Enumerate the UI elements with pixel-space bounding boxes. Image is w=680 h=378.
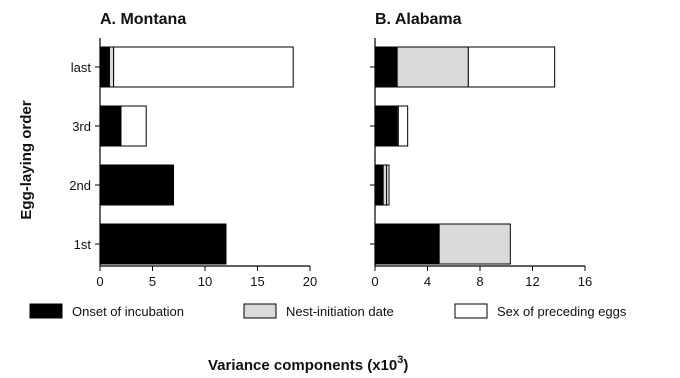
bar-alabama-1st-1	[374, 223, 440, 265]
x-tick-label-montana-10: 10	[198, 274, 212, 289]
category-label-3rd: 3rd	[72, 119, 91, 134]
bar-alabama-last-2	[396, 46, 469, 88]
x-tick-label-alabama-4: 4	[424, 274, 431, 289]
bar-alabama-2nd-2	[382, 164, 388, 206]
bar-alabama-1st-2	[438, 223, 511, 265]
x-axis-title-close: )	[403, 357, 408, 374]
bar-alabama-3rd-1	[374, 105, 398, 147]
x-axis-title-superscript: 3	[397, 354, 403, 366]
legend-swatch-nest	[243, 303, 277, 319]
x-axis-title: Variance components (x103)	[208, 354, 408, 374]
x-tick-label-alabama-16: 16	[578, 274, 592, 289]
bar-montana-3rd-3	[120, 105, 147, 147]
bar-montana-1st-1	[99, 223, 227, 265]
legend-label-onset: Onset of incubation	[72, 304, 184, 319]
bar-montana-last-2	[108, 46, 115, 88]
bar-montana-last-1	[99, 46, 110, 88]
x-tick-label-montana-15: 15	[250, 274, 264, 289]
bar-alabama-2nd-1	[374, 164, 384, 206]
x-axis-title-main: Variance components (x10	[208, 357, 397, 374]
bar-alabama-2nd-3	[386, 164, 390, 206]
legend-label-nest: Nest-initiation date	[286, 304, 394, 319]
x-tick-label-montana-0: 0	[96, 274, 103, 289]
panel-title-montana: A. Montana	[100, 11, 186, 28]
y-axis-title: Egg-laying order	[18, 100, 35, 219]
panel-title-alabama: B. Alabama	[375, 11, 462, 28]
x-tick-label-alabama-12: 12	[525, 274, 539, 289]
panel-alabama: B. Alabama 0 4 8 12 16	[370, 11, 592, 289]
bar-montana-last-3	[113, 46, 294, 88]
legend: Onset of incubation Nest-initiation date…	[29, 303, 627, 319]
category-label-1st: 1st	[74, 237, 92, 252]
x-tick-label-montana-5: 5	[149, 274, 156, 289]
x-tick-label-montana-20: 20	[303, 274, 317, 289]
legend-swatch-onset	[29, 303, 63, 319]
bar-montana-3rd-1	[99, 105, 122, 147]
bar-montana-2nd-1	[99, 164, 174, 206]
legend-label-sex: Sex of preceding eggs	[497, 304, 627, 319]
x-tick-label-alabama-8: 8	[476, 274, 483, 289]
bar-alabama-3rd-3	[397, 105, 409, 147]
bar-alabama-last-1	[374, 46, 398, 88]
legend-swatch-sex	[454, 303, 488, 319]
bar-alabama-last-3	[467, 46, 556, 88]
category-label-2nd: 2nd	[69, 178, 91, 193]
x-tick-label-alabama-0: 0	[371, 274, 378, 289]
panel-montana: A. Montana 0 5 10 15 20 1st 2nd 3rd last	[69, 11, 317, 289]
category-label-last: last	[71, 60, 92, 75]
